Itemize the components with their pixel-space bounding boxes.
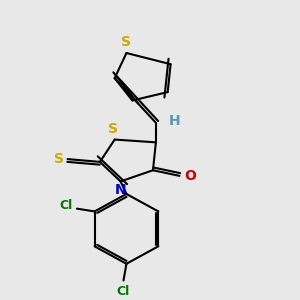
Text: H: H	[169, 114, 181, 128]
Text: Cl: Cl	[59, 199, 73, 212]
Text: O: O	[185, 169, 197, 183]
Text: S: S	[122, 35, 131, 49]
Text: S: S	[108, 122, 118, 136]
Text: Cl: Cl	[117, 285, 130, 298]
Text: S: S	[54, 152, 64, 166]
Text: N: N	[115, 183, 126, 197]
